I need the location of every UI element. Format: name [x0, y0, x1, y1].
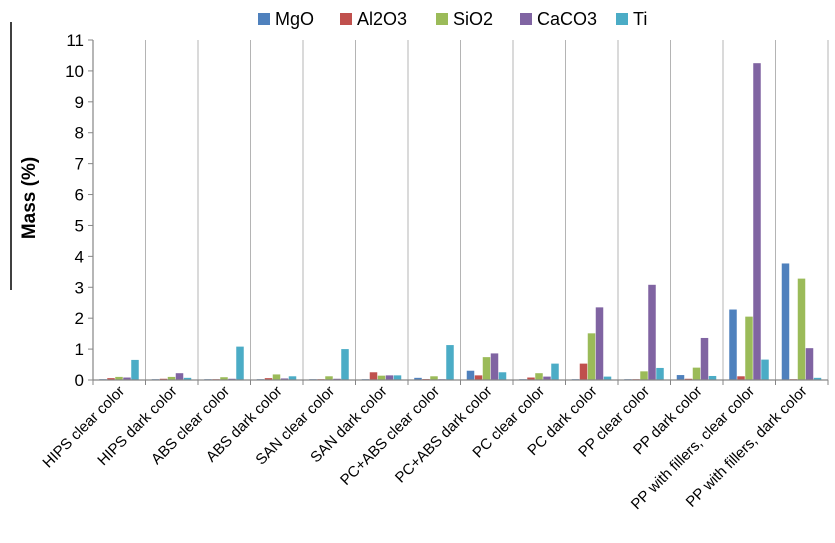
bar-sio2-10 [587, 333, 596, 380]
bar-sio2-9 [535, 373, 543, 380]
grid [145, 40, 829, 380]
y-tick-label: 10 [65, 62, 84, 81]
legend-label-caco3: CaCO3 [537, 9, 597, 29]
bar-sio2-7 [430, 376, 438, 380]
y-tick-label: 2 [75, 309, 84, 328]
legend-label-al2o3: Al2O3 [357, 9, 407, 29]
bar-al2o3-10 [579, 363, 588, 380]
bar-ti-4 [288, 376, 297, 380]
bar-mgo-8 [466, 370, 475, 380]
legend-label-sio2: SiO2 [453, 9, 493, 29]
bar-sio2-14 [797, 278, 806, 380]
y-ticks: 0 1 2 3 4 5 6 7 8 9 10 11 [65, 31, 93, 390]
bar-caco3-10 [595, 307, 604, 380]
bar-ti-1 [131, 359, 139, 380]
bar-ti-10 [603, 376, 612, 380]
bar-al2o3-4 [264, 378, 273, 380]
x-tick-label: PC+ABS clear color [337, 383, 443, 489]
bar-caco3-12 [700, 337, 709, 380]
bar-mgo-14 [781, 263, 790, 380]
axes [92, 40, 829, 385]
bar-al2o3-8 [474, 375, 483, 380]
bar-sio2-13 [745, 316, 753, 380]
bar-sio2-11 [640, 371, 648, 380]
bar-al2o3-6 [369, 372, 378, 380]
bar-ti-8 [498, 372, 507, 380]
bar-caco3-8 [490, 353, 499, 380]
y-tick-label: 3 [75, 278, 84, 297]
legend-swatch-al2o3 [340, 13, 352, 25]
bar-caco3-6 [385, 375, 394, 380]
y-tick-label: 1 [75, 340, 84, 359]
legend-swatch-caco3 [520, 13, 532, 25]
y-tick-label: 11 [66, 31, 84, 50]
bar-caco3-5 [333, 378, 341, 380]
bar-ti-14 [813, 377, 822, 380]
legend-swatch-mgo [258, 13, 270, 25]
legend-label-mgo: MgO [275, 9, 314, 29]
bar-al2o3-2 [159, 378, 168, 380]
bar-caco3-3 [228, 378, 236, 380]
bar-sio2-5 [325, 376, 333, 380]
bar-ti-3 [236, 346, 244, 380]
bar-al2o3-1 [107, 378, 115, 380]
bar-caco3-4 [280, 378, 289, 380]
x-tick-label: PC+ABS dark color [392, 383, 496, 487]
y-tick-label: 0 [75, 371, 84, 390]
y-tick-label: 9 [75, 93, 84, 112]
bar-caco3-11 [648, 284, 656, 380]
bar-mgo-12 [676, 375, 685, 380]
bar-sio2-2 [167, 376, 176, 380]
y-tick-label: 5 [75, 216, 84, 235]
legend-swatch-ti [616, 13, 628, 25]
y-tick-label: 7 [75, 155, 84, 174]
bar-ti-9 [551, 363, 559, 380]
bar-caco3-9 [543, 376, 551, 380]
bar-ti-11 [656, 367, 664, 380]
bar-caco3-1 [123, 377, 131, 380]
bar-sio2-1 [115, 376, 123, 380]
bar-ti-7 [446, 345, 454, 380]
legend-label-ti: Ti [633, 9, 647, 29]
bar-ti-12 [708, 375, 717, 380]
bar-sio2-4 [272, 374, 281, 380]
y-tick-label: 4 [75, 247, 84, 266]
bar-ti-13 [761, 359, 769, 380]
bar-al2o3-12 [684, 378, 693, 380]
bar-ti-6 [393, 375, 402, 380]
bar-caco3-13 [753, 63, 761, 380]
legend-swatch-sio2 [436, 13, 448, 25]
y-axis-label: Mass (%) [19, 157, 40, 239]
bar-caco3-14 [805, 348, 814, 380]
bar-sio2-12 [692, 367, 701, 380]
bar-sio2-3 [220, 377, 228, 380]
bar-ti-2 [183, 377, 192, 380]
bar-mgo-13 [729, 309, 737, 380]
bar-mgo-7 [414, 377, 422, 380]
legend: MgO Al2O3 SiO2 CaCO3 Ti [258, 9, 647, 29]
bar-sio2-6 [377, 375, 386, 380]
bar-caco3-2 [175, 373, 184, 380]
y-tick-label: 8 [75, 124, 84, 143]
y-tick-label: 6 [75, 186, 84, 205]
bar-al2o3-13 [737, 376, 745, 380]
bar-al2o3-9 [527, 377, 535, 380]
bar-sio2-8 [482, 357, 491, 380]
bars [99, 63, 822, 380]
bar-ti-5 [341, 349, 349, 380]
